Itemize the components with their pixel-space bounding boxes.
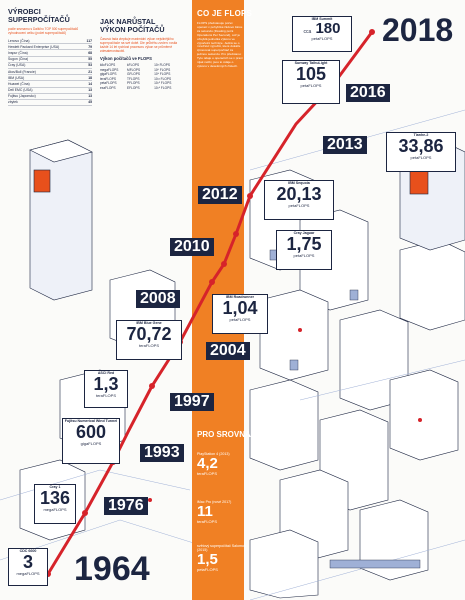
manufacturers-title: VÝROBCI SUPERPOČÍTAČŮ (8, 7, 70, 24)
flops-table-row: exaFLOPS EFLOPS 10¹⁸ FLOPS (100, 86, 182, 91)
flops-title: CO JE FLOPS (197, 9, 253, 18)
manufacturer-name: Atos/Bull (Francie) (8, 69, 36, 74)
box-cdc-6600: CDC 6600 3 megaFLOPS (8, 548, 48, 586)
box-asci-red: ASCI Red 1,3 teraFLOPS (84, 370, 128, 408)
manufacturer-count: 53 (88, 63, 92, 68)
year-2018: 2018 (382, 12, 454, 48)
manufacturer-count: 79 (88, 44, 92, 49)
flops-table-cell: 10¹⁸ FLOPS (154, 85, 172, 90)
manufacturers-lead: podle seznamu s Dalšího TOP 500 superpoč… (8, 27, 79, 35)
manufacturer-count: 18 (88, 75, 92, 80)
manufacturer-count: 68 (88, 50, 92, 55)
box-cray-1: Cray 1 136 megaFLOPS (34, 484, 76, 524)
manufacturer-count: 21 (88, 69, 92, 74)
manufacturer-name: Lenovo (Čína) (8, 38, 30, 43)
manufacturer-name: Fujitsu (Japonsko) (8, 94, 36, 99)
manufacturer-count: 13 (88, 88, 92, 93)
year-2004: 2004 (206, 342, 250, 360)
manufacturer-name: zbytek (8, 100, 18, 105)
compare-imac-pro: iMac Pro (nové 2017) 11 teraFLOPS (197, 500, 232, 525)
flops-text: FLOPS představuje počet operací v pohybl… (197, 21, 243, 68)
manufacturer-name: Huawei (Čína) (8, 81, 30, 86)
year-1997: 1997 (170, 393, 214, 411)
year-1993: 1993 (140, 444, 184, 462)
manufacturers-section: VÝROBCI SUPERPOČÍTAČŮ podle seznamu s Da… (8, 7, 92, 107)
year-1976: 1976 (104, 497, 148, 515)
growth-title: JAK NARŮSTAL VÝKON POČÍTAČŮ (100, 17, 165, 34)
year-2013: 2013 (323, 136, 367, 154)
manufacturer-name: Dell EMC (USA) (8, 88, 33, 93)
flops-table-cell: exaFLOPS (100, 85, 116, 90)
year-2008: 2008 (136, 290, 180, 308)
manufacturer-name: Inspur (Čína) (8, 50, 28, 55)
year-2010: 2010 (170, 238, 214, 256)
manufacturer-name: Sugon (Čína) (8, 57, 29, 62)
growth-lead: Časová řada zlepšuje maximální výkon nej… (100, 37, 178, 53)
manufacturer-count: 14 (88, 81, 92, 86)
year-2016: 2016 (346, 84, 390, 102)
manufacturer-row: zbytek 45 (8, 100, 92, 107)
manufacturer-count: 117 (86, 38, 92, 43)
flops-table-cell: EFLOPS (127, 85, 140, 90)
box-fujitsu-nwt: Fujitsu Numerical Wind Tunnel 600 gigaFL… (62, 418, 120, 464)
manufacturer-count: 13 (88, 94, 92, 99)
year-1964: 1964 (74, 550, 150, 588)
box-ibm-roadrunner: IBM Roadrunner 1,04 petaFLOPS (212, 294, 268, 334)
compare-salomon: světový superpočítač Salomon (2015) 1,5 … (197, 544, 246, 573)
compare-title: PRO SROVNÁNÍ (197, 430, 259, 439)
box-ibm-blue-gene: IBM Blue Gene 70,72 teraFLOPS (116, 320, 182, 360)
compare-ps4: PlayStation 4 (2013) 4,2 teraFLOPS (197, 452, 230, 477)
flops-table-title: Výkon počítačů ve FLOPS (100, 56, 152, 61)
box-tianhe-2: Tianhe-2 33,86 petaFLOPS (386, 132, 456, 172)
manufacturer-count: 55 (88, 57, 92, 62)
manufacturer-name: Cray (USA) (8, 63, 26, 68)
manufacturer-name: IBM (USA) (8, 75, 25, 80)
growth-section: JAK NARŮSTAL VÝKON POČÍTAČŮ Časová řada … (100, 18, 182, 91)
flops-table: kiloFLOPS kFLOPS 10³ FLOPS megaFLOPS MFLOPS 1… (100, 63, 182, 91)
box-ibm-sequoia: IBM Sequoia 20,13 petaFLOPS (264, 180, 334, 220)
manufacturer-name: Hewlett Packard Enterprise (USA) (8, 44, 60, 49)
box-cray-jaguar: Cray Jaguar 1,75 petaFLOPS (276, 230, 332, 270)
box-ibm-summit: IBM Summit cca 180 petaFLOPS (292, 16, 352, 52)
box-sunway-taihulight: Sunway TaihuLight 105 petaFLOPS (282, 60, 340, 104)
manufacturers-list: Lenovo (Čína) 117 Hewlett Packard Enterpri… (8, 38, 92, 107)
manufacturer-count: 45 (88, 100, 92, 105)
year-2012: 2012 (198, 186, 242, 204)
